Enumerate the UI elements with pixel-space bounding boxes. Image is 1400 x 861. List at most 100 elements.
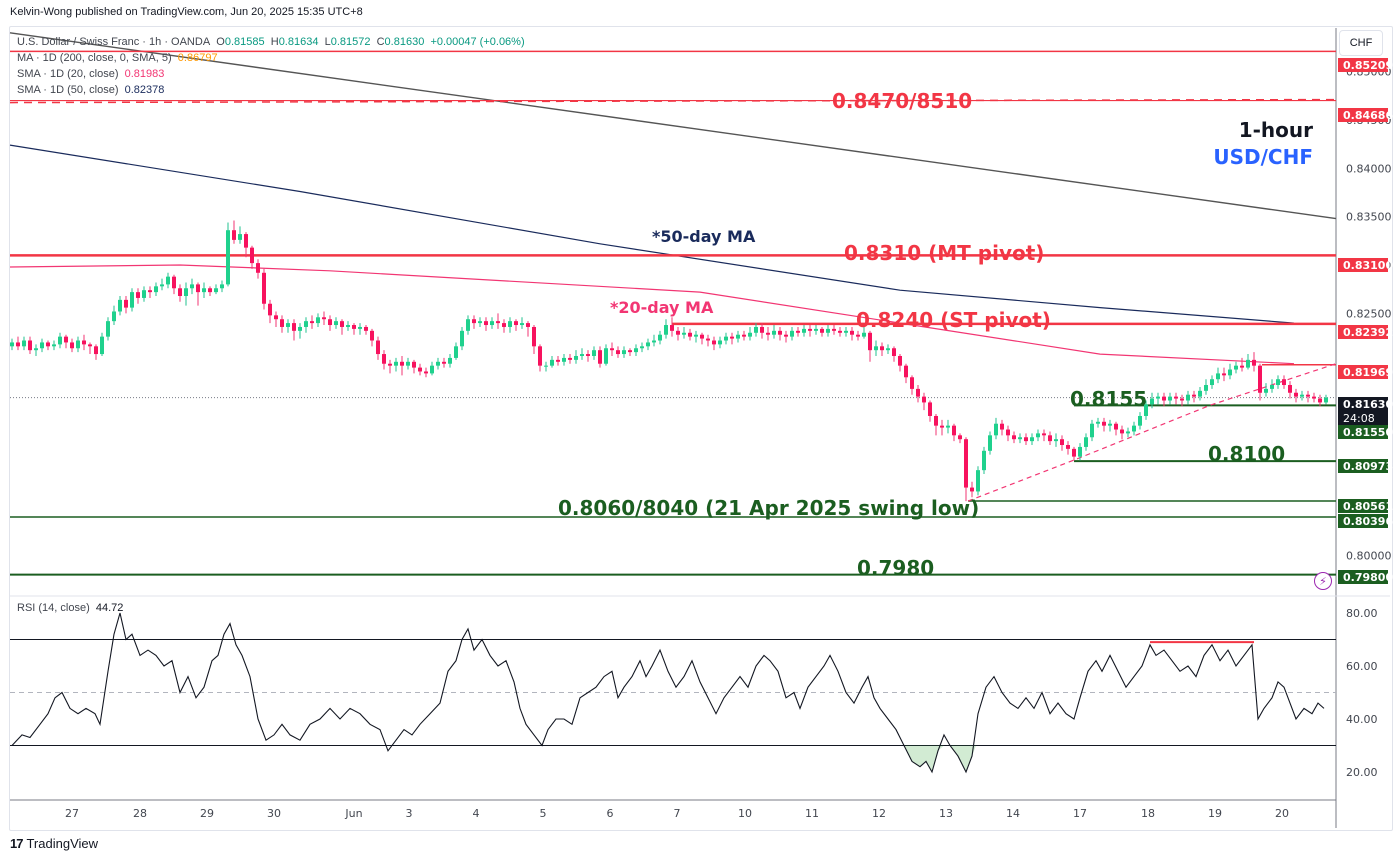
candle — [250, 245, 254, 269]
candle — [214, 284, 218, 295]
candle — [1090, 419, 1094, 442]
candle — [994, 417, 998, 440]
candle — [544, 361, 548, 372]
candle — [1078, 443, 1082, 461]
candle — [130, 288, 134, 312]
candle — [706, 334, 710, 347]
candle — [322, 311, 326, 326]
time-tick: 30 — [267, 807, 281, 820]
price-tick: 0.83500 — [1346, 211, 1392, 224]
time-tick: 10 — [738, 807, 752, 820]
open-value: 0.81585 — [224, 36, 265, 48]
candle — [34, 344, 38, 356]
candle — [22, 336, 26, 351]
price-label-0.81969[interactable] — [1338, 365, 1388, 379]
price-label-0.84686[interactable] — [1338, 108, 1388, 122]
price-label-text: 0.83100 — [1343, 259, 1393, 272]
candle — [940, 419, 944, 436]
candle — [1180, 394, 1184, 407]
candle — [1306, 390, 1310, 403]
candle — [820, 326, 824, 337]
candle — [832, 325, 836, 335]
price-label-0.81550[interactable] — [1338, 425, 1388, 439]
price-label-0.80396[interactable] — [1338, 514, 1388, 528]
annotation-ma20: *20-day MA — [610, 298, 714, 317]
candle — [16, 336, 20, 351]
price-label-0.81630[interactable] — [1338, 397, 1388, 425]
rsi-legend[interactable]: RSI (14, close) 44.72 — [17, 602, 124, 614]
candle — [976, 466, 980, 496]
candle — [490, 317, 494, 329]
candle — [88, 342, 92, 355]
rsi-oversold-fill — [898, 745, 976, 772]
candle — [1318, 394, 1322, 407]
candle — [790, 326, 794, 341]
candle — [556, 355, 560, 366]
annotation-8155: 0.8155 — [1070, 387, 1147, 411]
candle — [736, 330, 740, 343]
candle — [1294, 388, 1298, 403]
price-tick: 0.80000 — [1346, 549, 1392, 562]
candle — [934, 414, 938, 436]
candle — [1156, 392, 1160, 405]
low-value: 0.81572 — [330, 36, 371, 48]
candle — [472, 315, 476, 329]
candle — [514, 319, 518, 331]
candle — [376, 336, 380, 360]
candle — [1132, 421, 1136, 436]
price-label-0.85209[interactable] — [1338, 58, 1388, 72]
candle — [1126, 427, 1130, 438]
price-label-0.80561[interactable] — [1338, 499, 1388, 513]
candle — [748, 326, 752, 341]
price-label-text: 0.79800 — [1343, 571, 1393, 584]
price-label-text: 0.82392 — [1343, 326, 1393, 339]
price-label-0.79800[interactable] — [1338, 570, 1388, 584]
candle — [304, 317, 308, 333]
candle — [454, 342, 458, 360]
candle — [520, 317, 524, 329]
candle — [622, 346, 626, 358]
candle — [970, 481, 974, 498]
candle — [892, 346, 896, 362]
candle — [784, 330, 788, 343]
bar-countdown: 24:08 — [1343, 412, 1375, 425]
price-label-0.83100[interactable] — [1338, 258, 1388, 272]
candle — [52, 340, 56, 351]
price-label-0.80973[interactable] — [1338, 459, 1388, 473]
indicator-sma50[interactable]: SMA · 1D (50, close) 0.82378 — [17, 84, 165, 96]
candle — [652, 334, 656, 347]
tradingview-logo[interactable]: 17 TradingView — [10, 836, 99, 851]
annotation-7980: 0.7980 — [857, 556, 934, 580]
annotation-8056: 0.8060/8040 (21 Apr 2025 swing low) — [558, 496, 979, 520]
candle — [1066, 441, 1070, 455]
ascending-trendline[interactable] — [967, 363, 1337, 502]
currency-button[interactable]: CHF — [1339, 30, 1383, 56]
candle — [1186, 390, 1190, 405]
indicator-sma20[interactable]: SMA · 1D (20, close) 0.81983 — [17, 68, 165, 80]
candle — [592, 346, 596, 360]
candle — [1036, 429, 1040, 442]
candle — [70, 338, 74, 353]
tradingview-logo-icon: 17 — [10, 836, 24, 851]
symbol-row[interactable]: U.S. Dollar / Swiss Franc · 1h · OANDA O… — [17, 36, 525, 48]
candle — [118, 296, 122, 316]
candle — [1060, 435, 1064, 451]
indicator-ma200[interactable]: MA · 1D (200, close, 0, SMA, 5) 0.86797 — [17, 52, 218, 64]
candle — [1192, 390, 1196, 403]
candle — [874, 340, 878, 356]
candle — [28, 336, 32, 355]
candle — [1168, 392, 1172, 405]
candle — [1000, 419, 1004, 436]
candle — [436, 357, 440, 370]
lightning-icon[interactable]: ⚡︎ — [1314, 572, 1332, 590]
candle — [1054, 433, 1058, 447]
candle — [634, 344, 638, 356]
candle — [1276, 375, 1280, 389]
candle — [394, 357, 398, 372]
price-label-0.82392[interactable] — [1338, 325, 1388, 339]
candle — [196, 282, 200, 306]
rsi-tick: 40.00 — [1346, 713, 1378, 726]
candle — [742, 330, 746, 341]
annotation-pair: USD/CHF — [1213, 145, 1313, 169]
